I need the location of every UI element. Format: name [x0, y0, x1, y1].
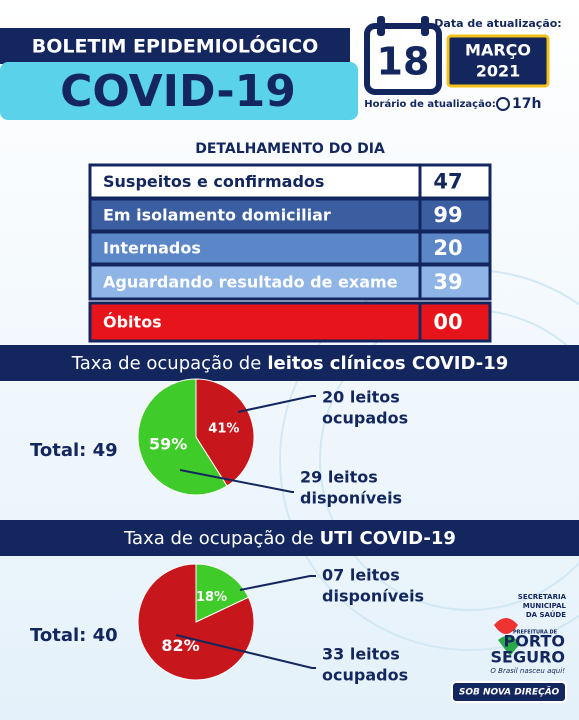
clock-icon [496, 97, 510, 111]
total: Total: 40 [30, 625, 118, 646]
calendar [364, 23, 442, 95]
annotation: 20 leitos [322, 388, 400, 407]
pie-slice [137, 563, 255, 681]
chart-title-text: Taxa de ocupação de [71, 353, 262, 374]
calendar-ring [377, 16, 385, 36]
annotation: 29 leitos [300, 468, 378, 487]
row-value: 39 [433, 270, 462, 294]
year: 2021 [476, 62, 521, 81]
table-row [88, 197, 492, 233]
chart-title: Taxa de ocupação de leitos clínicos COVID… [71, 353, 509, 374]
slice-label: 59% [149, 435, 187, 454]
slogan: O Brasil nasceu aqui! [490, 667, 565, 675]
section-band [0, 345, 579, 381]
annotation: disponíveis [300, 489, 402, 508]
row-label: Suspeitos e confirmados [103, 172, 324, 191]
charts: Taxa de ocupação de leitos clínicos COVID… [0, 345, 579, 685]
secretaria: SECRETARIA [518, 593, 567, 601]
leader-line [237, 395, 316, 413]
row-value: 20 [433, 236, 462, 260]
subtitle: COVID-19 [60, 66, 296, 117]
city: SEGURO [491, 648, 566, 667]
day: 18 [377, 40, 430, 84]
subtitle-box [0, 62, 358, 120]
title-bar [0, 28, 350, 64]
chart-title: Taxa de ocupação de UTI COVID-19 [123, 528, 456, 549]
secretaria: DA SAÚDE [526, 610, 566, 619]
secretaria: MUNICIPAL [523, 602, 567, 610]
city: PORTO [504, 632, 565, 651]
row-label: Internados [103, 239, 201, 258]
annotation: 33 leitos [322, 645, 400, 664]
row-label: Aguardando resultado de exame [103, 273, 398, 292]
logo-icon [498, 635, 520, 656]
date-label: Data de atualização: [434, 17, 561, 30]
slice-label: 18% [196, 590, 227, 605]
table-row [88, 263, 492, 301]
table-title: DETALHAMENTO DO DIA [195, 141, 385, 157]
row-label: Em isolamento domiciliar [103, 206, 331, 225]
row-label: Óbitos [103, 313, 162, 332]
chart-title-bold: UTI COVID-19 [320, 528, 456, 549]
annotation: ocupados [322, 409, 408, 428]
logo-icon [494, 618, 518, 634]
slice-label: 41% [208, 421, 239, 436]
annotation: disponíveis [322, 587, 424, 606]
table-row [88, 230, 492, 266]
row-value: 00 [433, 310, 462, 334]
total: Total: 49 [30, 440, 118, 461]
badge [451, 681, 567, 703]
row-value: 99 [433, 203, 462, 227]
prefeitura: PREFEITURA DE [513, 630, 558, 636]
title: BOLETIM EPIDEMIOLÓGICO [32, 34, 318, 58]
badge-text: SOB NOVA DIREÇÃO [459, 687, 560, 698]
chart-title-text: Taxa de ocupação de [123, 528, 314, 549]
table-row [88, 301, 492, 343]
leader-line [179, 469, 294, 493]
chart-title-bold: leitos clínicos COVID-19 [267, 353, 508, 374]
section-band [0, 520, 579, 556]
row-value: 47 [433, 170, 462, 194]
time: 17h [512, 96, 541, 112]
annotation: 07 leitos [322, 566, 400, 585]
date-box [446, 34, 550, 88]
footer: SECRETARIA MUNICIPAL DA SAÚDE PREFEITURA… [451, 593, 567, 703]
pie-slice [195, 563, 250, 623]
slice-label: 82% [161, 636, 199, 655]
pie-slice [137, 378, 228, 496]
annotation: ocupados [322, 666, 408, 685]
leader-line [239, 575, 316, 591]
calendar-ring [421, 16, 429, 36]
table: Suspeitos e confirmados 47 Em isolamento d… [88, 163, 492, 343]
leader-line [175, 634, 316, 669]
time-label: Horário de atualização: [364, 98, 495, 110]
month: MARÇO [465, 41, 531, 60]
